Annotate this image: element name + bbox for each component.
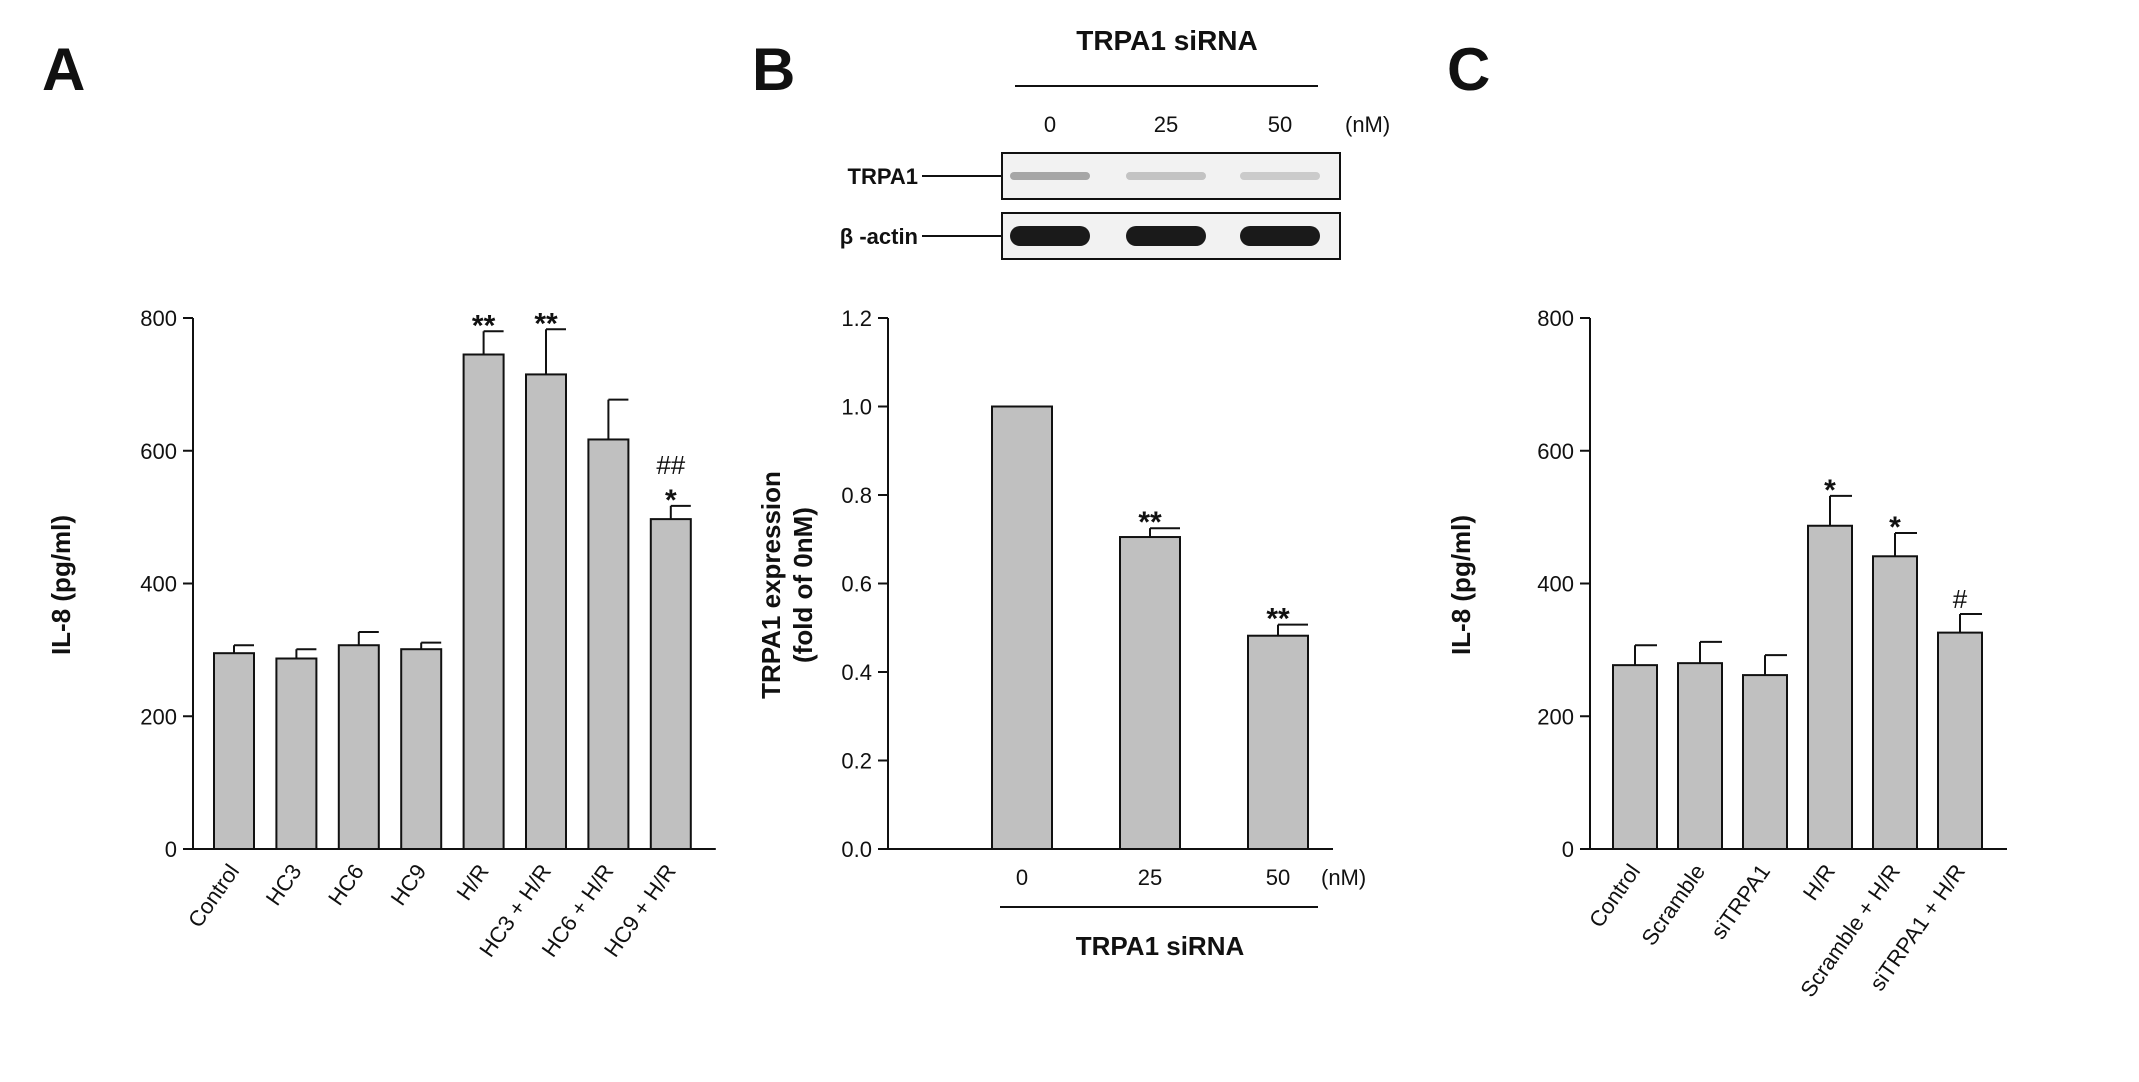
category-label: Scramble [1636, 860, 1710, 950]
y-tick-label: 1.2 [841, 306, 872, 331]
category-label: 50 [1266, 865, 1290, 890]
panel-letter-b: B [752, 36, 795, 103]
y-tick-label: 0.0 [841, 837, 872, 862]
blot-lane-label: 50 [1268, 112, 1292, 137]
blot-row-label: β -actin [840, 224, 918, 249]
y-tick-label: 0 [1562, 837, 1574, 862]
bar [1742, 674, 1788, 850]
y-axis-title: IL-8 (pg/ml) [46, 515, 76, 655]
category-label: siTRPA1 [1706, 860, 1775, 944]
y-tick-label: 200 [1537, 704, 1574, 729]
bar [1612, 664, 1658, 850]
bar [1807, 524, 1853, 850]
blot-row-label: TRPA1 [848, 164, 919, 189]
y-tick-label: 0 [165, 837, 177, 862]
category-label: H/R [1798, 860, 1840, 905]
significance-marker: ## [656, 450, 685, 480]
blot-header: TRPA1 siRNA [1076, 25, 1258, 56]
y-tick-label: 400 [1537, 572, 1574, 597]
y-tick-label: 800 [1537, 306, 1574, 331]
bar [400, 648, 443, 850]
western-blot: TRPA1 siRNA 0 25 50 (nM) TRPA1 β -actin [840, 25, 1390, 260]
category-label: 0 [1016, 865, 1028, 890]
panel-letter-c: C [1447, 36, 1490, 103]
bar [462, 353, 505, 850]
chart-c: 0 200 400 600 800 IL-8 (pg/ml) ControlScramble… [1446, 306, 2007, 1002]
y-tick-label: 0.4 [841, 660, 872, 685]
y-tick-label: 600 [1537, 439, 1574, 464]
blot-band [1240, 226, 1320, 246]
chart-b: 0.0 0.2 0.4 0.6 0.8 1.0 1.2 TRPA1 expression (fo… [756, 306, 1366, 961]
chart-a: 0 200 400 600 800 IL-8 (pg/ml) Control HC3 HC6 HC… [46, 306, 716, 962]
blot-band [1240, 172, 1320, 180]
y-tick-label: 0.2 [841, 749, 872, 774]
blot-strip [1001, 152, 1341, 200]
bar [275, 657, 318, 850]
y-tick-label: 400 [140, 572, 177, 597]
blot-lane-label: 0 [1044, 112, 1056, 137]
y-axis-title: (fold of 0nM) [788, 507, 818, 663]
bar [213, 652, 255, 850]
category-label: Control [183, 860, 244, 932]
significance-marker: * [665, 484, 677, 517]
blot-lane-label: 25 [1154, 112, 1178, 137]
significance-marker: ** [1266, 603, 1290, 636]
y-tick-label: 600 [140, 439, 177, 464]
y-tick-label: 1.0 [841, 395, 872, 420]
bar [1247, 634, 1309, 851]
significance-marker: ** [472, 309, 496, 342]
significance-marker: * [1824, 474, 1836, 507]
significance-marker: # [1953, 584, 1968, 614]
category-label: HC3 [261, 860, 307, 910]
y-axis-title: IL-8 (pg/ml) [1446, 515, 1476, 655]
x-unit-label: (nM) [1321, 865, 1366, 890]
bar [991, 405, 1053, 850]
significance-marker: ** [1138, 506, 1162, 539]
blot-band [1126, 226, 1206, 246]
category-label: HC6 [323, 860, 369, 910]
category-label: 25 [1138, 865, 1162, 890]
bar [587, 438, 630, 850]
panel-letter-a: A [42, 36, 85, 103]
y-axis-title: TRPA1 expression [756, 471, 786, 699]
significance-marker: ** [534, 307, 558, 340]
y-tick-label: 0.8 [841, 483, 872, 508]
blot-unit-label: (nM) [1345, 112, 1390, 137]
category-label: Control [1584, 860, 1645, 932]
y-tick-label: 0.6 [841, 572, 872, 597]
y-tick-label: 800 [140, 306, 177, 331]
blot-band [1010, 226, 1090, 246]
category-label: HC9 [386, 860, 432, 910]
bar [1677, 662, 1723, 851]
blot-band [1126, 172, 1206, 180]
bar [1872, 555, 1918, 850]
bar [649, 518, 692, 851]
bar [525, 373, 567, 850]
bar [1937, 631, 1983, 850]
category-label: H/R [451, 860, 493, 905]
significance-marker: * [1889, 511, 1901, 544]
bar [337, 644, 380, 851]
bar [1119, 536, 1181, 850]
blot-band [1010, 172, 1090, 180]
y-tick-label: 200 [140, 704, 177, 729]
x-axis-title: TRPA1 siRNA [1076, 931, 1245, 961]
